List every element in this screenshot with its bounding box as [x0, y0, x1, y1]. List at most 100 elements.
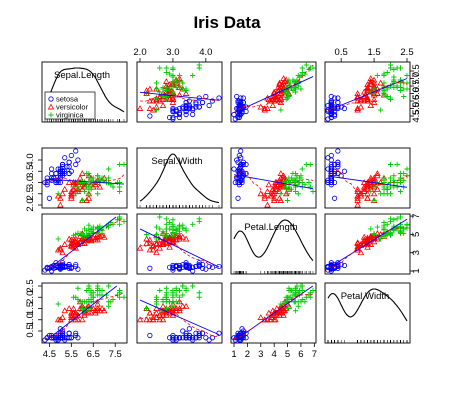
x-tick-label: 2.0	[133, 47, 146, 58]
virginica-point	[99, 177, 105, 183]
y-tick-label: 3	[411, 250, 422, 255]
virginica-point	[303, 161, 309, 168]
versicolor-point	[274, 181, 282, 188]
virginica-point	[292, 308, 299, 314]
setosa-point	[235, 114, 241, 121]
versicolor-point	[169, 94, 177, 101]
setosa-point	[147, 265, 153, 271]
versicolor-point	[72, 239, 80, 246]
panel-frame	[136, 61, 223, 123]
setosa-point	[73, 161, 79, 168]
setosa-point	[186, 326, 192, 332]
setosa-point	[186, 105, 192, 112]
setosa-point	[235, 99, 241, 106]
versicolor-point	[146, 97, 154, 104]
virginica-point	[284, 191, 291, 197]
versicolor-point	[374, 170, 381, 176]
versicolor-point	[72, 316, 80, 323]
virginica-point	[163, 216, 169, 222]
virginica-point	[157, 287, 163, 294]
setosa-point	[190, 111, 196, 118]
virginica-point	[170, 230, 176, 237]
versicolor-point	[65, 305, 73, 311]
panel-Petal.Width-vs-Petal.Length	[230, 282, 317, 344]
virginica-point	[95, 191, 101, 197]
setosa-point	[328, 111, 334, 118]
setosa-point	[64, 263, 70, 270]
versicolor-point	[159, 102, 167, 108]
versicolor-point	[364, 243, 371, 250]
virginica-point	[387, 96, 394, 103]
virginica-point	[160, 296, 166, 303]
virginica-point	[77, 230, 83, 237]
y-tick-label: 2.0	[25, 198, 36, 211]
legend-label-versicolor: versicolor	[56, 103, 89, 112]
virginica-point	[397, 170, 404, 177]
setosa-point	[236, 335, 242, 341]
setosa-point	[170, 108, 176, 115]
setosa-point	[170, 264, 176, 270]
versicolor-point	[81, 233, 88, 240]
virginica-point	[170, 221, 176, 227]
y-tick-label: 6.5	[411, 79, 422, 92]
setosa-point	[331, 111, 338, 118]
virginica-point	[384, 86, 390, 92]
setosa-point	[328, 114, 334, 121]
virginica-point	[387, 218, 394, 225]
versicolor-point	[357, 249, 365, 256]
virginica-point	[75, 186, 81, 192]
versicolor-point	[166, 243, 173, 250]
virginica-point	[190, 221, 196, 227]
setosa-point	[170, 116, 176, 122]
virginica-point	[153, 80, 160, 86]
smoother-line	[139, 308, 220, 338]
panel-frame	[230, 61, 317, 123]
virginica-point	[153, 86, 160, 92]
virginica-point	[117, 294, 123, 300]
x-tick-label: 7	[312, 349, 317, 360]
versicolor-point	[65, 179, 73, 185]
setosa-point	[239, 326, 245, 332]
setosa-point	[62, 155, 68, 161]
virginica-point	[404, 225, 410, 231]
virginica-point	[384, 186, 390, 192]
virginica-point	[299, 166, 305, 172]
virginica-point	[297, 287, 303, 294]
virginica-point	[157, 214, 163, 220]
virginica-point	[117, 184, 123, 190]
legend-label-setosa: setosa	[56, 95, 79, 104]
virginica-point	[95, 225, 101, 231]
virginica-point	[55, 301, 61, 307]
versicolor-point	[74, 240, 82, 247]
setosa-point	[186, 332, 192, 339]
setosa-point	[203, 93, 209, 100]
setosa-point	[341, 168, 348, 174]
virginica-point	[106, 166, 112, 172]
versicolor-point	[276, 79, 283, 86]
setosa-point	[335, 260, 341, 266]
smoother-line	[233, 170, 314, 197]
versicolor-point	[146, 85, 154, 92]
setosa-point	[328, 161, 334, 168]
setosa-point	[170, 262, 176, 269]
virginica-point	[73, 191, 79, 197]
virginica-point	[121, 294, 127, 300]
virginica-point	[404, 80, 410, 86]
versicolor-point	[265, 181, 273, 188]
virginica-point	[95, 173, 101, 179]
versicolor-point	[81, 234, 88, 241]
versicolor-point	[278, 307, 286, 314]
panel-Sepal.Width-vs-Sepal.Length	[41, 147, 128, 209]
versicolor-point	[182, 235, 190, 242]
x-tick-label: 4	[272, 349, 277, 360]
virginica-point	[77, 299, 83, 305]
versicolor-point	[94, 233, 101, 240]
panel-frame	[136, 282, 223, 344]
setosa-point	[176, 114, 183, 121]
regression-line	[46, 216, 117, 272]
virginica-point	[404, 166, 410, 172]
versicolor-point	[364, 181, 371, 188]
setosa-point	[59, 161, 66, 168]
virginica-point	[170, 287, 176, 294]
